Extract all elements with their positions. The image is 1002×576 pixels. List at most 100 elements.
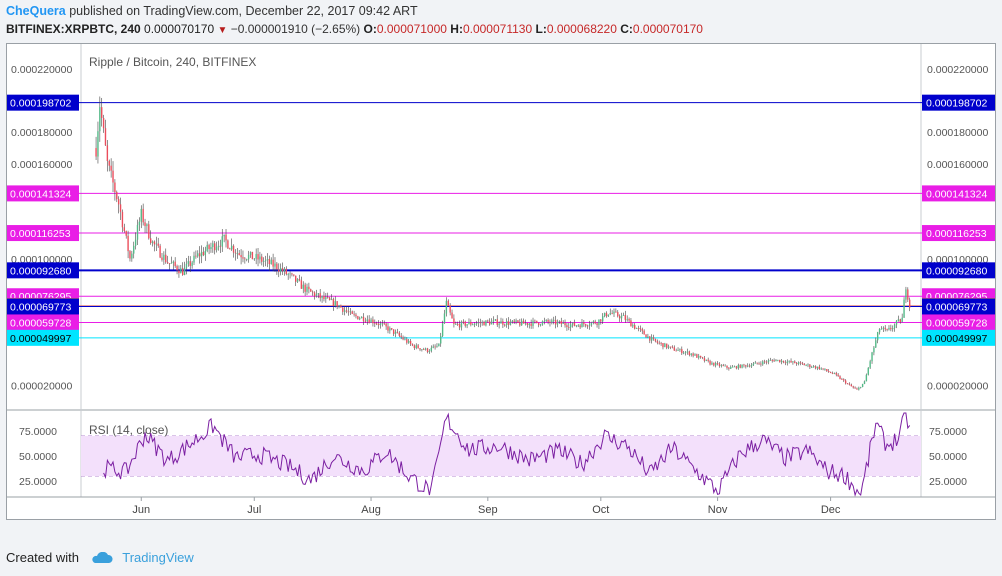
candle-body <box>835 372 837 375</box>
candle-body <box>279 268 282 272</box>
cloud-icon <box>91 551 113 567</box>
candle-body <box>726 365 728 368</box>
candle-body <box>882 327 885 329</box>
candle-body <box>820 368 822 370</box>
month-tick-label: Dec <box>821 504 841 516</box>
down-arrow-icon: ▼ <box>217 25 228 36</box>
month-tick-label: Sep <box>478 504 498 516</box>
created-with-label: Created with <box>6 550 79 565</box>
candle-layer <box>95 96 911 391</box>
candle-body <box>172 261 174 263</box>
candle-body <box>534 320 536 322</box>
candle-body <box>253 258 255 260</box>
candle-body <box>575 325 578 327</box>
candle-body <box>134 239 137 246</box>
candle-body <box>315 294 318 297</box>
candle-body <box>436 346 438 347</box>
candle-body <box>536 320 538 323</box>
candle-body <box>760 363 762 365</box>
candle-body <box>170 262 173 264</box>
candle-body <box>168 263 171 264</box>
candle-body <box>125 230 127 236</box>
price-tick-left: 0.000160000 <box>11 159 72 171</box>
candle-body <box>236 253 239 254</box>
candle-body <box>195 255 197 257</box>
candle-body <box>481 321 483 324</box>
tradingview-brand-link[interactable]: TradingView <box>122 550 194 565</box>
candle-body <box>558 321 561 322</box>
candle-body <box>306 286 308 292</box>
candle-body <box>528 323 530 325</box>
candle-body <box>752 363 755 366</box>
candle-body <box>901 317 903 323</box>
rsi-band <box>81 436 921 476</box>
candle-body <box>750 365 753 367</box>
candle-body <box>387 326 389 331</box>
low-value: 0.000068220 <box>546 22 617 36</box>
candle-body <box>639 328 642 330</box>
level-tag-right <box>922 262 995 279</box>
chart-container[interactable]: 0.000220000 0.000220000 0.000180000 0.00018… <box>6 43 996 520</box>
candle-body <box>180 268 182 274</box>
candle-body <box>229 248 231 250</box>
candle-body <box>413 345 416 349</box>
candle-body <box>264 260 267 262</box>
symbol-line: BITFINEX:XRPBTC, 240 0.000070170 ▼ −0.00… <box>6 22 703 36</box>
candle-body <box>675 350 677 352</box>
candle-body <box>217 245 220 248</box>
candle-body <box>886 329 888 330</box>
candle-body <box>366 319 368 322</box>
candle-body <box>200 251 203 257</box>
candle-body <box>620 315 623 319</box>
candle-body <box>617 312 619 317</box>
chart-svg[interactable]: 0.000220000 0.000220000 0.000180000 0.00018… <box>7 44 995 519</box>
candle-body <box>360 316 363 319</box>
candle-body <box>705 359 707 361</box>
candle-body <box>477 322 480 324</box>
candle-body <box>696 354 698 358</box>
candle-body <box>473 324 476 325</box>
level-tag-text-left: 0.000141324 <box>10 188 71 200</box>
candle-body <box>246 259 248 261</box>
candle-body <box>600 319 602 322</box>
candle-body <box>212 243 214 248</box>
candle-body <box>897 319 900 321</box>
candle-body <box>117 199 120 205</box>
candle-body <box>144 222 146 227</box>
candle-body <box>588 324 591 327</box>
candle-body <box>658 342 660 344</box>
candle-body <box>274 263 276 267</box>
candle-body <box>854 387 856 389</box>
candle-body <box>187 261 190 264</box>
candle-body <box>573 322 576 326</box>
candle-body <box>715 363 717 366</box>
candle-body <box>490 321 493 325</box>
candle-body <box>788 360 790 362</box>
candle-body <box>664 343 666 348</box>
candle-body <box>507 321 510 325</box>
candle-body <box>775 360 777 362</box>
footer: Created with TradingView <box>6 550 194 567</box>
author-link[interactable]: CheQuera <box>6 4 66 18</box>
candle-body <box>319 293 321 299</box>
candle-body <box>398 332 400 336</box>
candle-body <box>191 262 193 266</box>
level-tag-left <box>7 298 79 315</box>
candle-body <box>731 366 734 368</box>
candle-body <box>682 352 685 354</box>
candle-body <box>865 374 868 382</box>
candle-body <box>829 371 832 373</box>
candle-body <box>114 182 116 193</box>
candle-body <box>890 327 892 330</box>
candle-body <box>313 292 316 297</box>
candle-body <box>519 322 521 326</box>
open-value: 0.000071000 <box>376 22 447 36</box>
candle-body <box>310 289 312 292</box>
candle-body <box>146 224 148 227</box>
candle-body <box>543 320 546 322</box>
level-lines <box>7 102 995 339</box>
candle-body <box>812 366 815 368</box>
candle-body <box>850 384 853 387</box>
candle-body <box>669 346 672 348</box>
candle-body <box>699 355 702 358</box>
